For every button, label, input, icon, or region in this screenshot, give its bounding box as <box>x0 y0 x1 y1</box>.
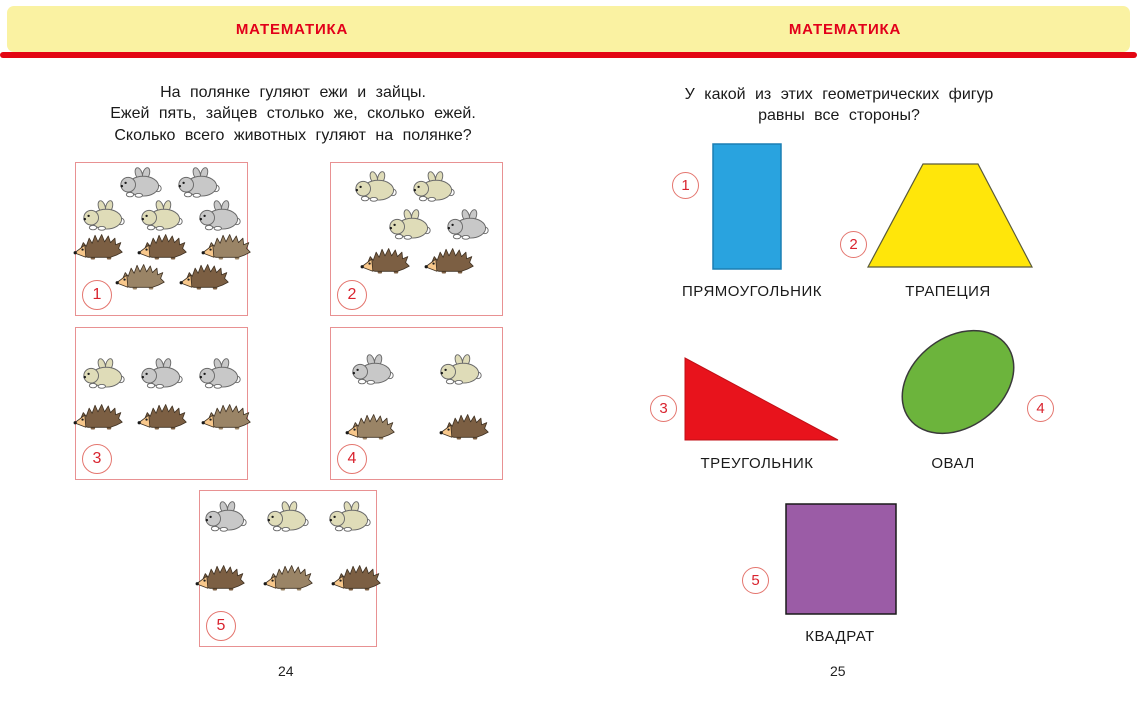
rabbit-icon <box>446 209 490 240</box>
hedgehog-icon <box>263 564 313 592</box>
animal-grid <box>200 491 376 592</box>
hedgehog-icon <box>137 403 187 431</box>
page-header-left: МАТЕМАТИКА <box>235 21 349 38</box>
oval-shape[interactable] <box>895 323 1021 441</box>
animal-row <box>204 501 372 532</box>
rabbit-icon <box>388 209 432 240</box>
shape-number-badge[interactable]: 5 <box>742 567 769 594</box>
rabbit-icon <box>82 200 126 231</box>
animal-row <box>82 358 242 389</box>
shape-number-badge[interactable]: 1 <box>672 172 699 199</box>
shape-label: КВАДРАТ <box>805 628 875 645</box>
rabbit-icon <box>119 167 163 198</box>
animal-grid <box>76 328 247 431</box>
hedgehog-icon <box>424 247 474 275</box>
rectangle-shape[interactable] <box>712 143 782 270</box>
rabbit-icon <box>140 200 184 231</box>
rabbit-icon <box>412 171 456 202</box>
animal-row <box>345 413 489 441</box>
hedgehog-icon <box>345 413 395 441</box>
shape-oval[interactable] <box>895 323 1021 441</box>
animal-row <box>82 200 242 231</box>
answer-number-badge[interactable]: 5 <box>206 611 236 641</box>
square-shape[interactable] <box>785 503 897 615</box>
animal-grid <box>331 163 502 275</box>
question-line: У какой из этих геометрических фигур <box>684 86 994 103</box>
shape-rectangle[interactable] <box>712 143 782 270</box>
animal-row <box>351 354 483 385</box>
rabbit-icon <box>198 358 242 389</box>
animal-grid <box>76 163 247 291</box>
rabbit-icon <box>82 358 126 389</box>
rabbit-icon <box>198 200 242 231</box>
rabbit-icon <box>177 167 221 198</box>
answer-number-badge[interactable]: 3 <box>82 444 112 474</box>
question-line: равны все стороны? <box>758 107 920 125</box>
animal-row <box>354 171 456 202</box>
hedgehog-icon <box>73 233 123 261</box>
answer-number-badge[interactable]: 1 <box>82 280 112 310</box>
rabbit-icon <box>140 358 184 389</box>
problem-line: На полянке гуляют ежи и зайцы. <box>160 84 426 101</box>
rabbit-icon <box>328 501 372 532</box>
rabbit-icon <box>439 354 483 385</box>
animal-row <box>119 167 221 198</box>
shape-trapezoid[interactable] <box>866 163 1034 269</box>
page-number-right: 25 <box>830 663 846 679</box>
hedgehog-icon <box>137 233 187 261</box>
page-number-left: 24 <box>278 663 294 679</box>
hedgehog-icon <box>73 403 123 431</box>
triangle-shape[interactable] <box>684 357 839 441</box>
animal-row <box>115 263 229 291</box>
hedgehog-icon <box>179 263 229 291</box>
answer-box-5[interactable]: 5 <box>199 490 377 647</box>
rabbit-icon <box>204 501 248 532</box>
header-divider <box>0 52 1137 58</box>
hedgehog-icon <box>439 413 489 441</box>
animal-row <box>195 564 381 592</box>
answer-box-4[interactable]: 4 <box>330 327 503 480</box>
trapezoid-shape[interactable] <box>866 163 1033 268</box>
animal-row <box>73 403 251 431</box>
animal-grid <box>331 328 502 441</box>
answer-box-2[interactable]: 2 <box>330 162 503 316</box>
animal-row <box>388 209 490 240</box>
animal-row <box>73 233 251 261</box>
shape-label: ОВАЛ <box>931 455 975 472</box>
problem-line: Ежей пять, зайцев столько же, сколько еж… <box>110 105 476 123</box>
header-band: МАТЕМАТИКА МАТЕМАТИКА <box>7 6 1130 52</box>
shape-label: ТРАПЕЦИЯ <box>905 283 991 300</box>
hedgehog-icon <box>115 263 165 291</box>
answer-box-1[interactable]: 1 <box>75 162 248 316</box>
shape-label: ТРЕУГОЛЬНИК <box>700 455 814 472</box>
answer-box-3[interactable]: 3 <box>75 327 248 480</box>
page-header-right: МАТЕМАТИКА <box>788 21 902 38</box>
rabbit-icon <box>266 501 310 532</box>
hedgehog-icon <box>195 564 245 592</box>
problem-line: Сколько всего животных гуляют на полянке… <box>114 126 472 144</box>
hedgehog-icon <box>201 403 251 431</box>
hedgehog-icon <box>360 247 410 275</box>
problem-text: На полянке гуляют ежи и зайцы. Ежей пять… <box>57 82 529 146</box>
animal-row <box>360 247 474 275</box>
shape-triangle[interactable] <box>684 357 839 441</box>
shape-number-badge[interactable]: 2 <box>840 231 867 258</box>
shape-number-badge[interactable]: 4 <box>1027 395 1054 422</box>
hedgehog-icon <box>331 564 381 592</box>
answer-number-badge[interactable]: 2 <box>337 280 367 310</box>
question-text: У какой из этих геометрических фигур рав… <box>639 84 1039 127</box>
answer-number-badge[interactable]: 4 <box>337 444 367 474</box>
shape-number-badge[interactable]: 3 <box>650 395 677 422</box>
rabbit-icon <box>354 171 398 202</box>
rabbit-icon <box>351 354 395 385</box>
hedgehog-icon <box>201 233 251 261</box>
shape-label: ПРЯМОУГОЛЬНИК <box>682 283 822 300</box>
shape-square[interactable] <box>785 503 897 615</box>
